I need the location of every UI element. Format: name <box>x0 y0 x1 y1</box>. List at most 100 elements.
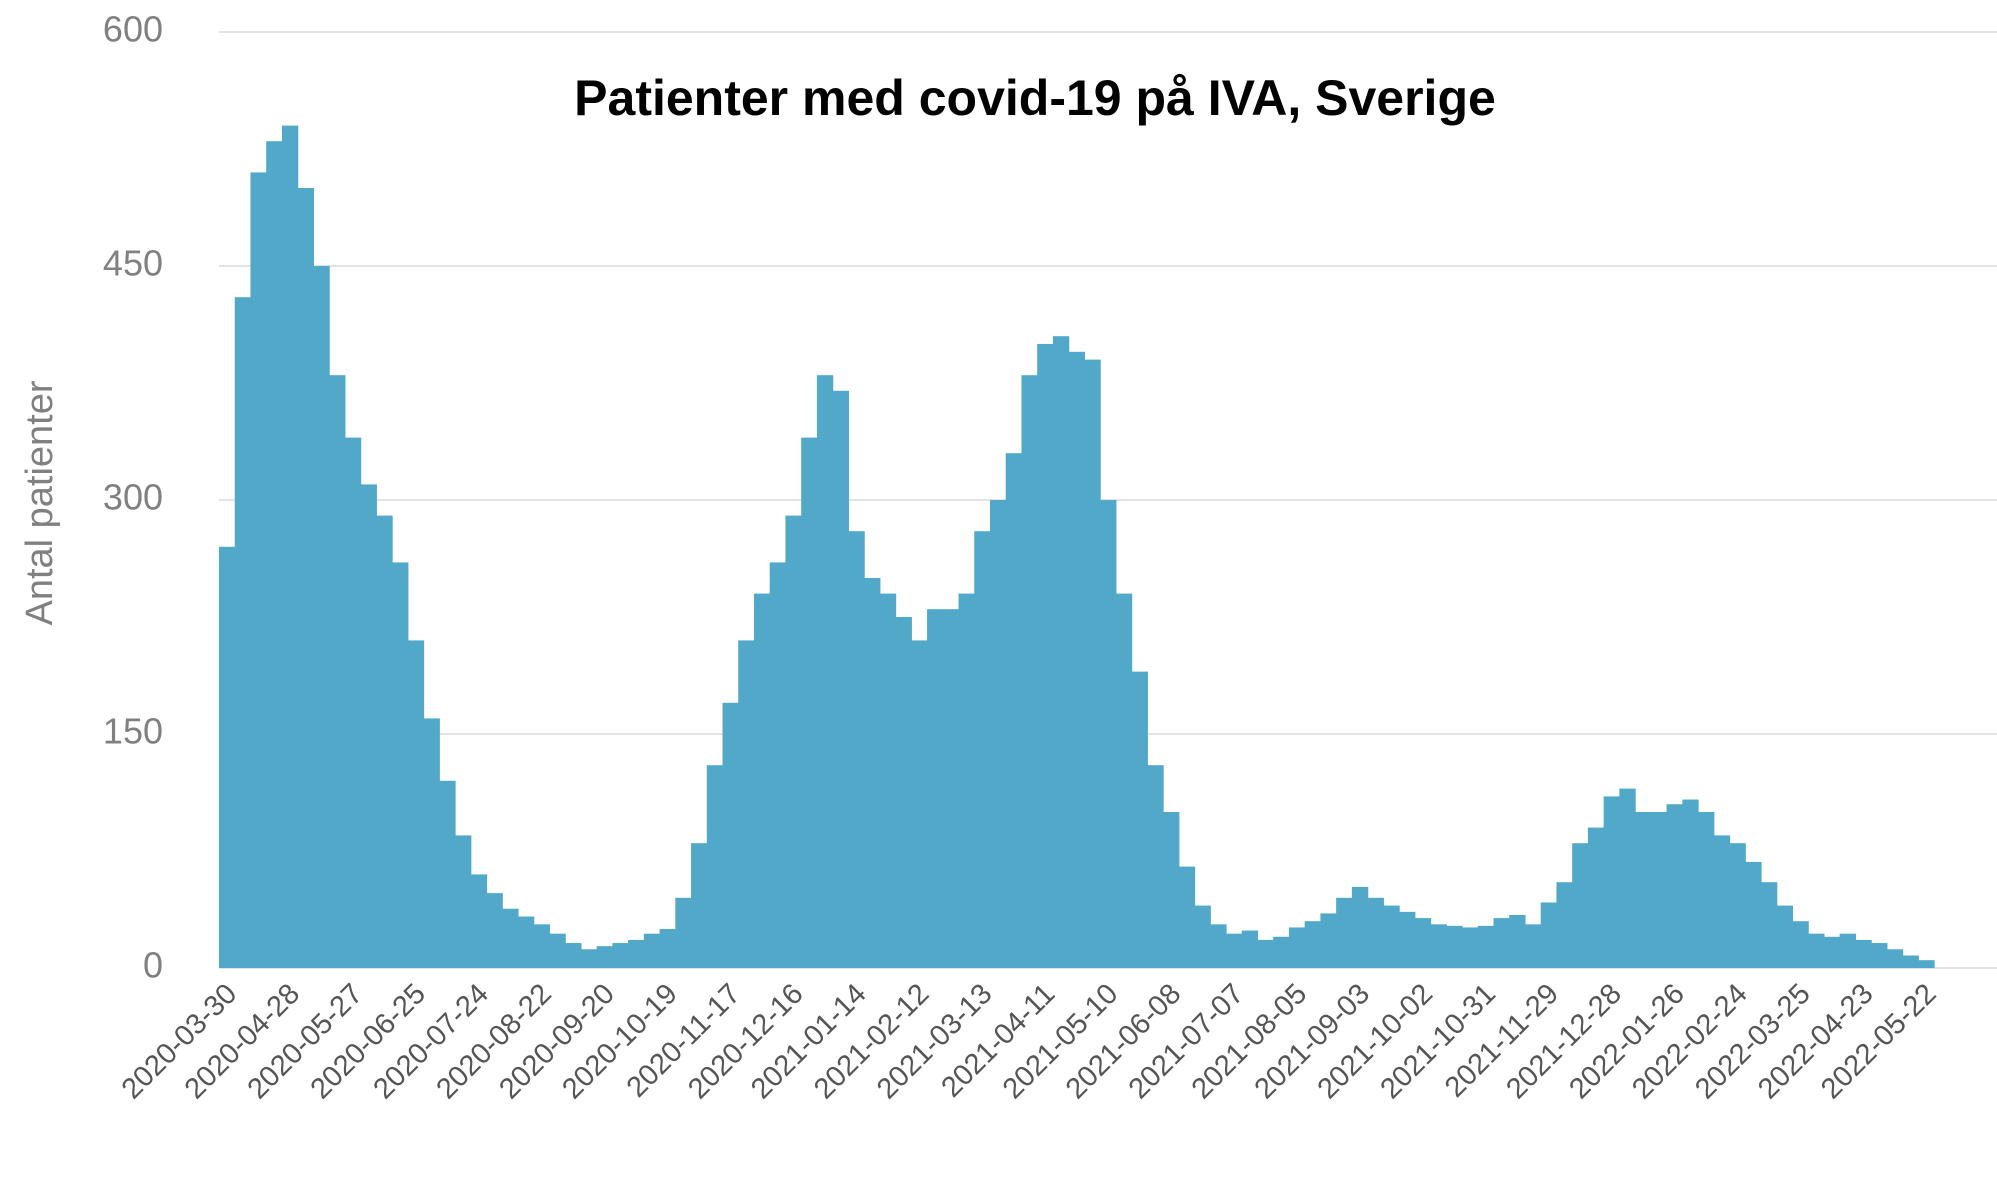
bar <box>785 515 802 968</box>
bar <box>769 562 787 968</box>
bar <box>643 933 661 968</box>
bar <box>1430 924 1447 968</box>
bar <box>1084 359 1101 969</box>
bar <box>1383 905 1400 968</box>
bar <box>1320 913 1337 968</box>
bar <box>1713 835 1731 968</box>
bar <box>549 933 566 968</box>
bar <box>1477 925 1495 968</box>
bar <box>942 609 960 968</box>
bar <box>706 765 724 968</box>
bar <box>1572 843 1589 968</box>
bar <box>628 939 645 968</box>
bar <box>1792 921 1809 968</box>
bar <box>1745 861 1762 968</box>
bar <box>911 640 928 968</box>
bar <box>1446 925 1463 968</box>
bar <box>659 929 676 968</box>
bar <box>1462 927 1479 968</box>
bar <box>879 593 897 968</box>
bar <box>722 702 739 968</box>
bar <box>1556 882 1573 968</box>
bar <box>1273 936 1290 968</box>
bar <box>596 946 613 968</box>
bar <box>832 390 849 968</box>
bar <box>407 640 425 968</box>
bar <box>1351 886 1369 968</box>
bar <box>281 125 299 969</box>
bar <box>360 484 377 968</box>
bar <box>1509 914 1526 968</box>
bar <box>439 780 456 968</box>
bar <box>1178 866 1196 968</box>
bar <box>219 546 236 968</box>
bar <box>234 297 252 968</box>
bar <box>1776 905 1794 968</box>
bar <box>801 437 818 969</box>
bar <box>1855 939 1872 968</box>
bar <box>1635 812 1652 968</box>
bar <box>1524 924 1542 968</box>
bar <box>250 172 267 968</box>
bar <box>1839 933 1856 968</box>
bar <box>1823 936 1841 968</box>
bar <box>1902 955 1919 968</box>
bar <box>423 718 440 968</box>
bar <box>974 531 991 968</box>
bar <box>470 874 488 968</box>
bar <box>1100 500 1117 968</box>
bar <box>344 437 362 969</box>
bar <box>1052 336 1070 968</box>
bar <box>927 609 944 968</box>
bar <box>1808 933 1825 968</box>
y-tick-label: 0 <box>143 945 163 986</box>
bar <box>1698 812 1715 968</box>
bar <box>958 593 975 968</box>
bar <box>1871 943 1888 968</box>
bar <box>297 188 315 968</box>
chart-title: Patienter med covid-19 på IVA, Sverige <box>574 70 1496 126</box>
bar <box>612 943 629 968</box>
bar <box>1603 796 1620 968</box>
bar <box>533 924 551 968</box>
bar <box>1147 765 1164 968</box>
bar <box>753 593 771 968</box>
bar <box>848 531 865 968</box>
bar <box>1226 933 1243 968</box>
bar <box>1241 930 1259 968</box>
bar <box>1021 375 1038 968</box>
bar <box>1257 939 1274 968</box>
bar <box>1540 902 1558 968</box>
bar <box>329 375 346 968</box>
bar <box>1005 453 1023 968</box>
bar <box>313 266 330 968</box>
bar <box>1115 593 1133 968</box>
bar <box>989 500 1007 968</box>
bar <box>565 943 582 968</box>
bar <box>580 949 598 968</box>
bar <box>1682 799 1699 968</box>
bar <box>1131 671 1148 968</box>
bar <box>517 916 535 968</box>
bar <box>1163 812 1180 968</box>
y-tick-label: 300 <box>103 477 163 518</box>
bar <box>392 562 409 968</box>
bar <box>691 843 708 968</box>
bar <box>864 578 881 968</box>
bar <box>1918 960 1935 968</box>
bar <box>738 640 755 968</box>
bar <box>1493 918 1510 968</box>
bar <box>1666 804 1683 968</box>
y-axis-label: Antal patienter <box>19 380 61 625</box>
bar <box>1399 911 1416 968</box>
bar <box>816 375 834 968</box>
bar <box>1304 921 1322 968</box>
bar <box>1367 897 1384 968</box>
bar <box>266 141 283 968</box>
bar <box>1587 827 1605 968</box>
y-tick-label: 450 <box>103 243 163 284</box>
bar <box>1414 918 1432 968</box>
bar <box>1336 897 1353 968</box>
bar <box>675 897 692 968</box>
